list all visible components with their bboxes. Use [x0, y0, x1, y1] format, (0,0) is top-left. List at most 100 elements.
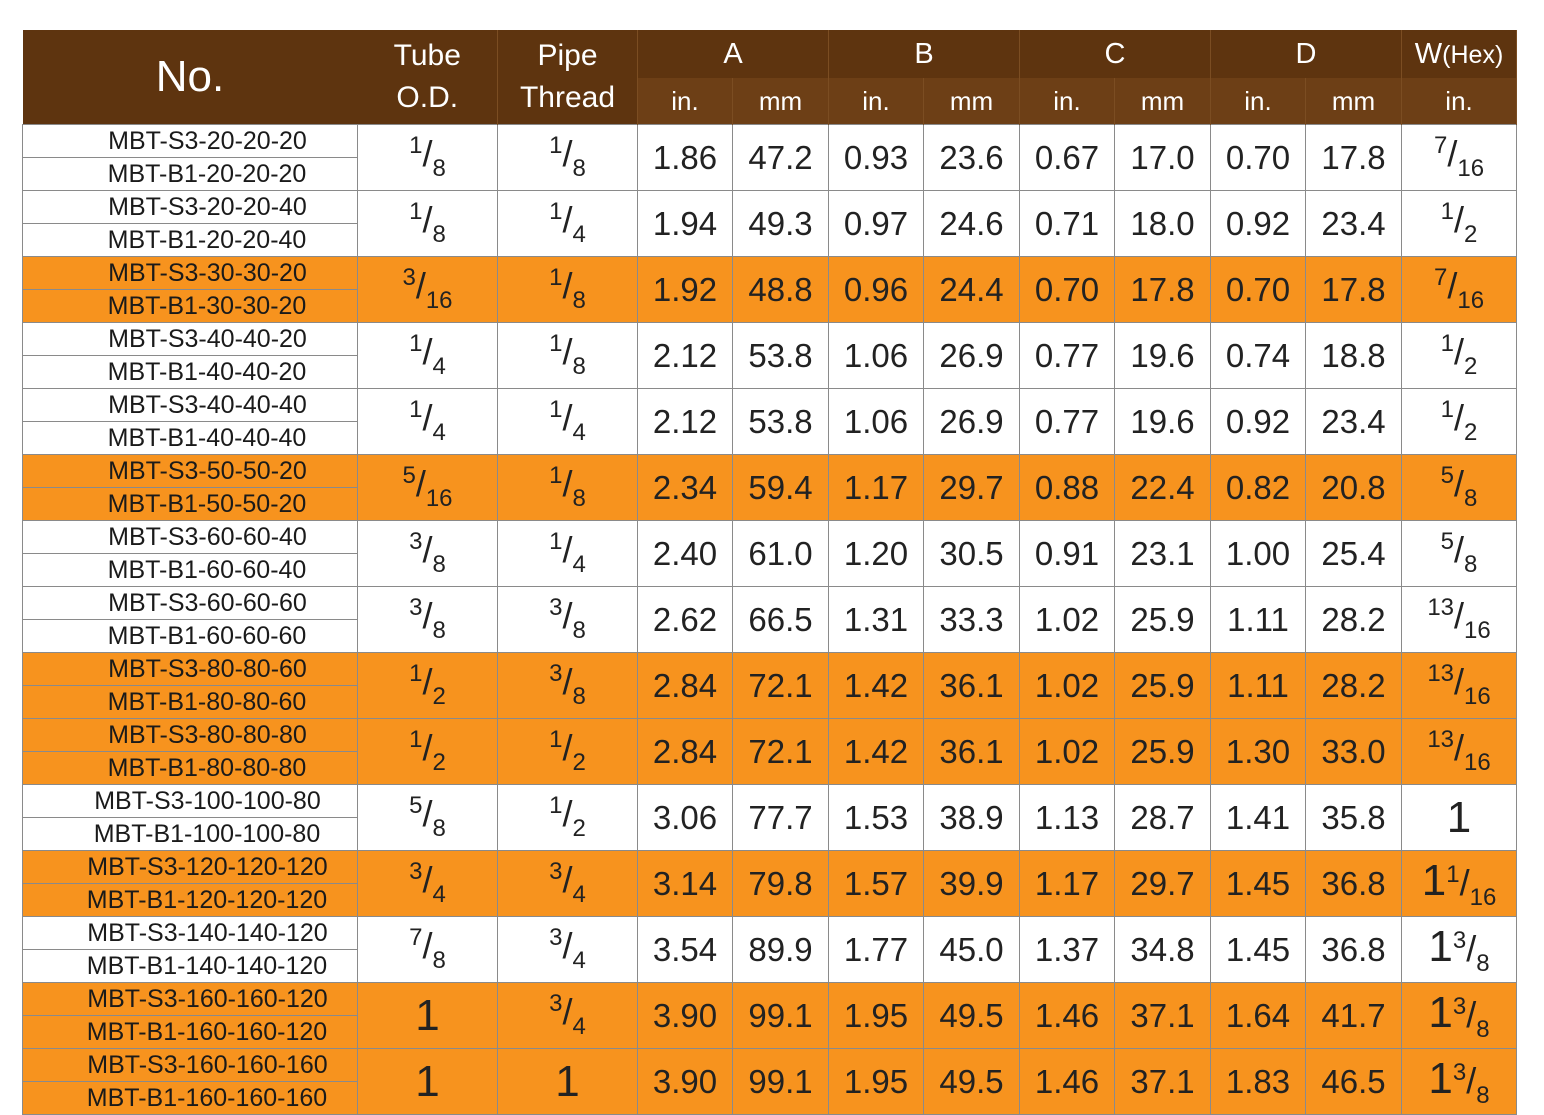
fraction-slash: / [562, 463, 573, 504]
dim-a-mm: 48.8 [732, 256, 829, 323]
part-number-s3: MBT-S3-30-30-20 [23, 258, 357, 290]
fraction-slash: / [422, 331, 433, 372]
part-number-cell: MBT-S3-120-120-120 MBT-B1-120-120-120 [22, 850, 358, 917]
dim-a-in: 3.14 [637, 850, 733, 917]
fraction-denominator: 8 [432, 551, 446, 578]
dim-b-in: 1.42 [828, 718, 924, 785]
tube-od-cell: 1/4 [357, 322, 498, 389]
dim-a-in: 2.84 [637, 718, 733, 785]
fitting-spec-table: No. Tube O.D. Pipe Thread A B C D W(Hex)… [22, 30, 1518, 1115]
fraction-slash: / [1454, 199, 1465, 240]
pipe-thread-cell: 1/4 [497, 190, 638, 257]
tube-od-cell: 1/8 [357, 190, 498, 257]
fraction-whole: 1 [1428, 921, 1453, 971]
part-number-b1: MBT-B1-20-20-20 [107, 160, 307, 188]
fraction-numerator: 3 [409, 858, 423, 885]
part-number-cell: MBT-S3-40-40-20 MBT-B1-40-40-20 [22, 322, 358, 389]
table-row: MBT-S3-30-30-20 MBT-B1-30-30-20 3/16 1/8 1.9… [22, 256, 1518, 323]
fraction-whole: 1 [1421, 855, 1447, 905]
fraction-slash: / [1447, 265, 1458, 306]
dim-c-mm: 29.7 [1113, 850, 1212, 917]
part-number-s3: MBT-S3-140-140-120 [23, 918, 357, 950]
fraction-numerator: 3 [1452, 992, 1467, 1020]
header-group-a: A [637, 30, 829, 78]
dim-c-mm: 28.7 [1113, 784, 1212, 851]
dim-d-in: 1.00 [1210, 520, 1307, 587]
dim-c-in: 0.70 [1019, 256, 1115, 323]
dim-d-mm: 46.5 [1305, 1048, 1403, 1115]
fraction-numerator: 1 [1440, 198, 1455, 225]
dim-a-mm: 77.7 [732, 784, 829, 851]
fraction-denominator: 16 [1469, 883, 1497, 911]
w-cell: 7/16 [1401, 256, 1518, 323]
table-row: MBT-S3-50-50-20 MBT-B1-50-50-20 5/16 1/8 2.3… [22, 454, 1518, 521]
dim-c-mm: 23.1 [1113, 520, 1212, 587]
header-group-d: D [1210, 30, 1403, 78]
part-number-b1: MBT-B1-60-60-40 [107, 556, 307, 584]
dim-d-mm: 41.7 [1305, 982, 1403, 1049]
dim-a-mm: 47.2 [732, 124, 829, 191]
dim-b-mm: 49.5 [923, 982, 1020, 1049]
part-number-b1: MBT-B1-50-50-20 [107, 490, 307, 518]
fraction-denominator: 8 [572, 155, 586, 182]
part-number-s3: MBT-S3-60-60-40 [23, 522, 357, 554]
dim-b-in: 1.95 [828, 1048, 924, 1115]
part-number-cell: MBT-S3-40-40-40 MBT-B1-40-40-40 [22, 388, 358, 455]
pipe-thread-cell: 3/4 [497, 982, 638, 1049]
dim-a-in: 1.86 [637, 124, 733, 191]
header-group-c: C [1019, 30, 1212, 78]
header-no: No. [22, 30, 358, 125]
dim-c-mm: 25.9 [1113, 652, 1212, 719]
fraction-numerator: 3 [549, 660, 563, 687]
dim-d-in: 0.92 [1210, 190, 1307, 257]
part-number-cell: MBT-S3-50-50-20 MBT-B1-50-50-20 [22, 454, 358, 521]
dim-b-mm: 45.0 [923, 916, 1020, 983]
dim-d-in: 1.11 [1210, 586, 1307, 653]
dim-d-in: 1.45 [1210, 916, 1307, 983]
fraction-slash: / [562, 265, 573, 306]
dim-c-in: 1.02 [1019, 586, 1115, 653]
fraction-slash: / [422, 793, 433, 834]
pipe-thread-cell: 3/4 [497, 916, 638, 983]
fraction-slash: / [422, 661, 433, 702]
header-a-mm: mm [732, 78, 829, 125]
fraction-slash: / [1454, 529, 1465, 570]
fraction-slash: / [422, 397, 433, 438]
part-number-cell: MBT-S3-60-60-60 MBT-B1-60-60-60 [22, 586, 358, 653]
fraction-denominator: 16 [1457, 287, 1485, 314]
table-header: No. Tube O.D. Pipe Thread A B C D W(Hex)… [22, 30, 1518, 125]
dim-b-mm: 24.4 [923, 256, 1020, 323]
dim-b-in: 1.06 [828, 388, 924, 455]
fraction-denominator: 16 [1464, 617, 1491, 644]
table-row: MBT-S3-100-100-80 MBT-B1-100-100-80 5/8 1/2… [22, 784, 1518, 851]
table-row: MBT-S3-40-40-20 MBT-B1-40-40-20 1/4 1/8 2.12… [22, 322, 1518, 389]
fraction-denominator: 4 [572, 551, 586, 578]
dim-a-mm: 53.8 [732, 322, 829, 389]
header-b-mm: mm [923, 78, 1020, 125]
dim-d-mm: 17.8 [1305, 124, 1403, 191]
fraction-numerator: 3 [409, 594, 423, 621]
fraction-numerator: 1 [549, 726, 563, 753]
fraction-slash: / [422, 199, 433, 240]
fraction-numerator: 1 [1440, 330, 1455, 357]
fraction-denominator: 2 [572, 749, 586, 776]
fraction-whole: 1 [1446, 792, 1472, 842]
part-number-s3: MBT-S3-50-50-20 [23, 456, 357, 488]
fraction-numerator: 7 [1433, 264, 1448, 291]
dim-a-in: 2.84 [637, 652, 733, 719]
part-number-cell: MBT-S3-160-160-160 MBT-B1-160-160-160 [22, 1048, 358, 1115]
fraction-numerator: 3 [1452, 1058, 1467, 1086]
w-cell: 13/16 [1401, 718, 1518, 785]
w-cell: 11/16 [1401, 850, 1518, 917]
dim-b-mm: 39.9 [923, 850, 1020, 917]
fraction-numerator: 1 [409, 330, 423, 357]
part-number-b1: MBT-B1-80-80-60 [107, 688, 307, 716]
part-number-cell: MBT-S3-30-30-20 MBT-B1-30-30-20 [22, 256, 358, 323]
fraction-denominator: 8 [1476, 1081, 1490, 1109]
dim-b-in: 1.42 [828, 652, 924, 719]
w-cell: 13/16 [1401, 652, 1518, 719]
dim-b-in: 1.95 [828, 982, 924, 1049]
fraction-denominator: 4 [432, 353, 446, 380]
fraction-numerator: 3 [549, 858, 563, 885]
dim-d-mm: 36.8 [1305, 916, 1403, 983]
